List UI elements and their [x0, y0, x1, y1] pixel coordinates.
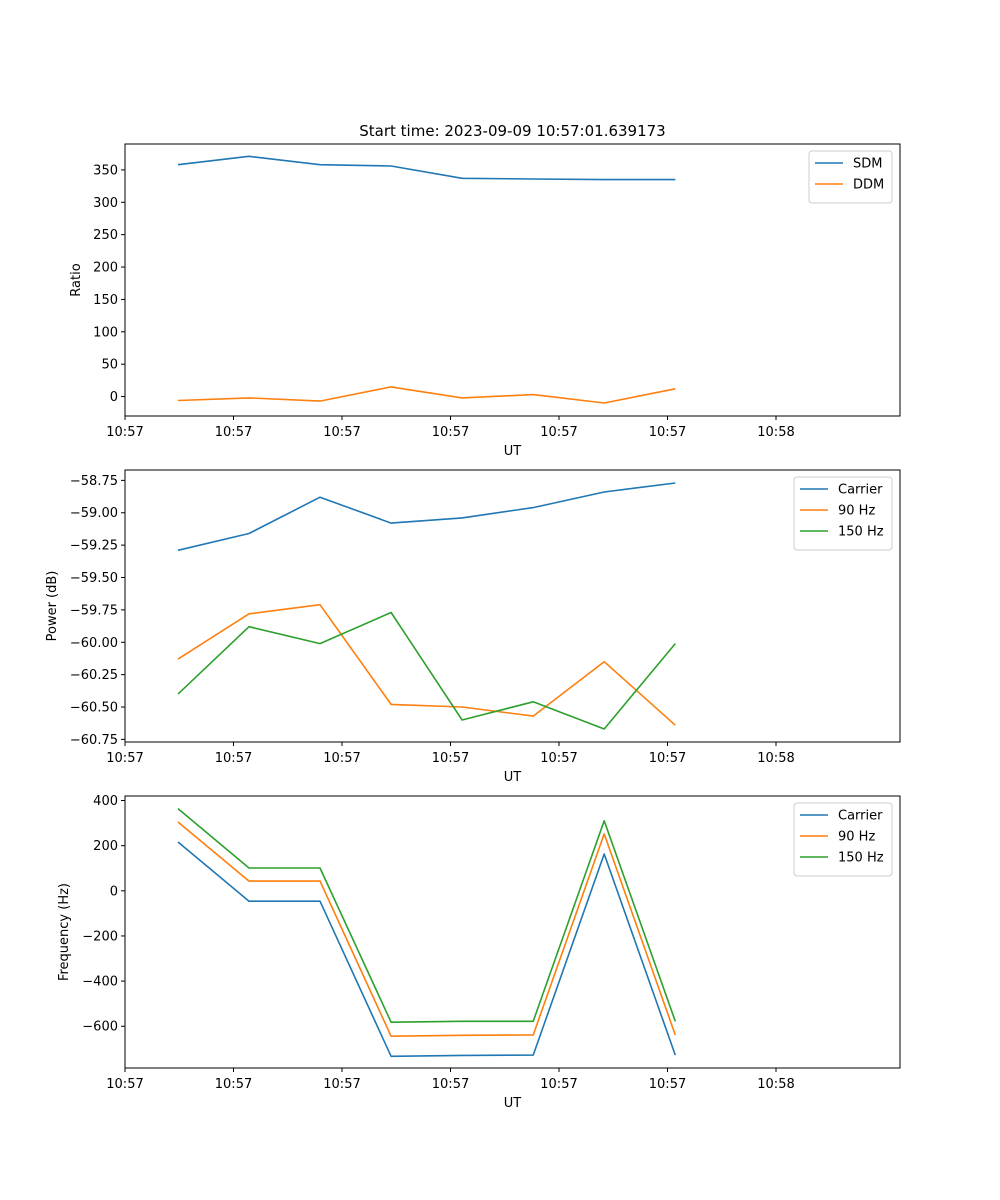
x-tick-label: 10:57: [540, 425, 577, 440]
y-tick-label: 0: [110, 390, 118, 405]
legend: Carrier 90 Hz 150 Hz: [793, 476, 893, 551]
y-tick-label: 400: [93, 794, 118, 809]
x-tick-label: 10:57: [215, 1077, 252, 1092]
y-tick-label: 350: [93, 163, 118, 178]
series-line-ddm: [177, 386, 676, 404]
x-tick-label: 10:57: [432, 425, 469, 440]
series-line-90-hz: [177, 821, 677, 1037]
x-tick-label: 10:57: [323, 425, 360, 440]
y-axis-label: Ratio: [69, 263, 84, 296]
y-tick-label: −200: [82, 929, 118, 944]
legend-label: 150 Hz: [838, 851, 884, 866]
y-tick-label: 300: [93, 196, 118, 211]
series-line-sdm: [177, 155, 676, 181]
y-tick-label: −60.25: [70, 668, 118, 683]
y-tick-label: 100: [93, 325, 118, 340]
x-axis-label: UT: [504, 770, 522, 785]
chart-2: 10:57 10:57 10:57 10:57 10:57 10:57 10:58 −60.7…: [45, 469, 901, 785]
series-line-150-hz: [177, 611, 676, 730]
series-line-carrier: [177, 841, 677, 1058]
y-tick-label: 0: [110, 884, 118, 899]
legend-label: Carrier: [838, 809, 883, 824]
y-tick-label: 200: [93, 839, 118, 854]
x-tick-label: 10:57: [540, 1077, 577, 1092]
series-line-carrier: [177, 482, 676, 552]
y-tick-label: −59.25: [70, 539, 118, 554]
x-tick-label: 10:57: [215, 425, 252, 440]
x-tick-label: 10:58: [757, 1077, 794, 1092]
x-tick-label: 10:57: [432, 1077, 469, 1092]
x-tick-label: 10:57: [106, 751, 143, 766]
legend-label: DDM: [853, 178, 884, 193]
legend-label: 90 Hz: [838, 504, 875, 519]
legend-box: [808, 150, 893, 204]
chart-title: Start time: 2023-09-09 10:57:01.639173: [359, 122, 665, 140]
x-tick-label: 10:58: [757, 751, 794, 766]
y-tick-label: 250: [93, 228, 118, 243]
series-line-150-hz: [177, 807, 677, 1024]
x-tick-label: 10:57: [649, 425, 686, 440]
series-line-90-hz: [177, 603, 676, 726]
x-tick-label: 10:57: [649, 1077, 686, 1092]
y-tick-label: −60.75: [70, 733, 118, 748]
charts-group: 10:57 10:57 10:57 10:57 10:57 10:57 10:58 0 50 10…: [45, 122, 901, 1111]
y-tick-label: −60.50: [70, 701, 118, 716]
x-tick-label: 10:57: [106, 1077, 143, 1092]
chart-3: 10:57 10:57 10:57 10:57 10:57 10:57 10:58 −600 −…: [57, 794, 901, 1111]
y-tick-label: −59.75: [70, 603, 118, 618]
legend: Carrier 90 Hz 150 Hz: [793, 802, 893, 877]
y-tick-label: −59.00: [70, 506, 118, 521]
y-tick-label: −600: [82, 1020, 118, 1035]
y-tick-label: 150: [93, 293, 118, 308]
x-axis-label: UT: [504, 444, 522, 459]
x-tick-label: 10:57: [432, 751, 469, 766]
legend-label: Carrier: [838, 483, 883, 498]
x-tick-label: 10:57: [215, 751, 252, 766]
x-tick-label: 10:58: [757, 425, 794, 440]
legend-label: SDM: [853, 157, 882, 172]
chart-1: 10:57 10:57 10:57 10:57 10:57 10:57 10:58 0 50 10…: [69, 122, 901, 459]
x-tick-label: 10:57: [323, 1077, 360, 1092]
x-axis-label: UT: [504, 1096, 522, 1111]
y-tick-label: 50: [101, 358, 118, 373]
axes-frame: [124, 469, 901, 743]
x-tick-label: 10:57: [540, 751, 577, 766]
legend-label: 150 Hz: [838, 525, 884, 540]
y-axis-label: Frequency (Hz): [57, 883, 72, 981]
axes-frame: [124, 795, 901, 1069]
y-tick-label: −58.75: [70, 474, 118, 489]
y-axis-label: Power (dB): [45, 571, 60, 642]
y-tick-label: −59.50: [70, 571, 118, 586]
legend-label: 90 Hz: [838, 830, 875, 845]
legend: SDM DDM: [808, 150, 893, 204]
x-tick-label: 10:57: [106, 425, 143, 440]
axes-frame: [124, 143, 901, 417]
y-tick-label: −60.00: [70, 636, 118, 651]
x-tick-label: 10:57: [649, 751, 686, 766]
y-tick-label: 200: [93, 261, 118, 276]
x-tick-label: 10:57: [323, 751, 360, 766]
y-tick-label: −400: [82, 975, 118, 990]
